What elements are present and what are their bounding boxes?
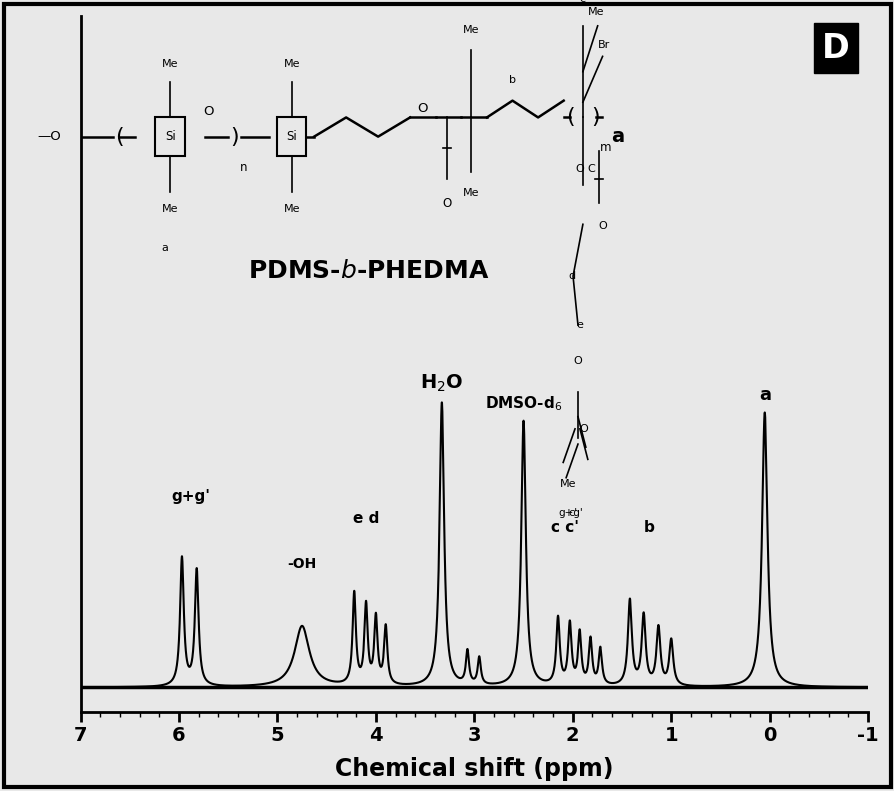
Text: Si: Si (164, 131, 175, 143)
Text: a: a (611, 127, 624, 146)
Text: DMSO-d$_6$: DMSO-d$_6$ (485, 394, 561, 413)
Text: O: O (573, 356, 582, 365)
Text: c c': c c' (551, 520, 578, 535)
Text: Me: Me (283, 204, 299, 214)
Text: O: O (574, 165, 583, 174)
Text: -OH: -OH (287, 558, 316, 571)
Text: O: O (597, 221, 606, 231)
Text: e: e (576, 320, 582, 330)
Text: (: ( (565, 108, 574, 127)
Text: O: O (442, 197, 451, 210)
Text: O: O (203, 105, 214, 119)
Text: Me: Me (560, 479, 576, 489)
Text: H$_2$O: H$_2$O (419, 373, 463, 395)
FancyBboxPatch shape (276, 117, 306, 157)
Text: D: D (822, 32, 849, 65)
Text: O: O (417, 102, 427, 115)
Text: c': c' (568, 509, 577, 518)
Text: Me: Me (162, 204, 178, 214)
Text: b: b (509, 75, 516, 85)
Text: Me: Me (462, 25, 478, 35)
Text: (: ( (114, 127, 123, 146)
Text: Me: Me (162, 59, 178, 70)
Text: d: d (568, 271, 575, 281)
Text: e d: e d (352, 511, 379, 526)
Text: ): ) (230, 127, 238, 146)
Text: a: a (162, 244, 168, 253)
X-axis label: Chemical shift (ppm): Chemical shift (ppm) (334, 757, 613, 781)
FancyBboxPatch shape (156, 117, 185, 157)
Text: Me: Me (462, 187, 478, 198)
Text: PDMS-$b$-PHEDMA: PDMS-$b$-PHEDMA (248, 259, 489, 283)
Text: Br: Br (597, 40, 610, 51)
Text: Me: Me (587, 6, 603, 17)
Text: ): ) (591, 108, 599, 127)
Text: —O: —O (38, 131, 62, 143)
Text: O: O (578, 424, 587, 433)
Text: m: m (599, 142, 611, 154)
Text: c: c (579, 0, 586, 5)
Text: Me: Me (283, 59, 299, 70)
Text: C: C (586, 165, 594, 174)
Text: g+g': g+g' (558, 509, 582, 518)
Text: n: n (240, 161, 248, 174)
Text: b: b (644, 520, 654, 535)
Text: Si: Si (286, 131, 297, 143)
Text: a: a (758, 385, 770, 403)
Text: g+g': g+g' (171, 490, 210, 505)
